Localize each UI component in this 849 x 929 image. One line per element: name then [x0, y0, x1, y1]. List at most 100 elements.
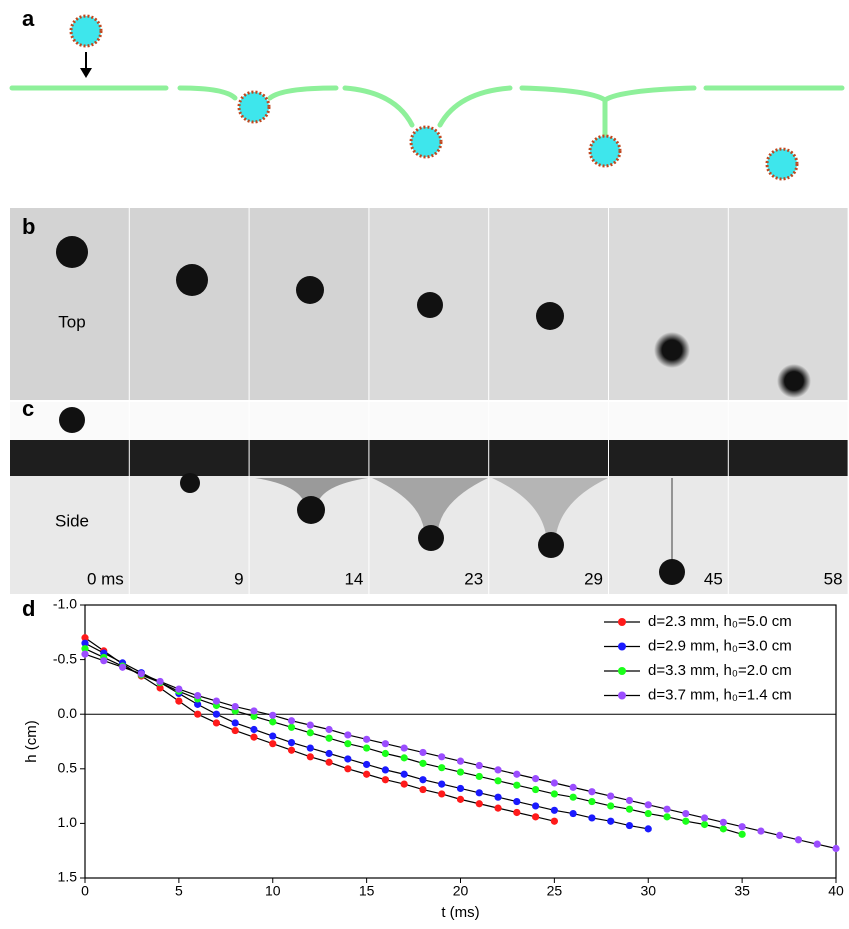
data-point	[344, 731, 352, 739]
frame-side-top	[609, 402, 728, 440]
panel-label: c	[22, 396, 34, 421]
data-point	[156, 677, 164, 686]
data-point	[532, 813, 540, 821]
data-point	[813, 840, 821, 848]
x-tick-label: 20	[453, 883, 469, 899]
arrow-head	[80, 68, 92, 78]
data-point	[757, 827, 765, 835]
data-point	[644, 809, 652, 818]
series-line	[84, 648, 743, 835]
data-point	[550, 790, 558, 798]
data-point	[513, 808, 521, 817]
data-point	[363, 735, 371, 743]
time-label: 58	[824, 569, 843, 588]
frame-top	[249, 208, 369, 400]
data-point	[175, 685, 183, 693]
frame-side-band	[609, 440, 728, 476]
frame-side-band	[369, 440, 489, 476]
data-point	[381, 776, 389, 784]
film	[519, 85, 697, 138]
data-point	[194, 700, 202, 708]
time-label: 23	[464, 569, 483, 588]
data-point	[175, 697, 183, 705]
data-point	[231, 719, 239, 727]
data-point	[419, 785, 427, 794]
data-point	[494, 793, 502, 801]
frame-side-band	[728, 440, 848, 476]
drop-image	[59, 407, 85, 433]
data-point	[156, 684, 164, 692]
data-point	[419, 748, 427, 757]
drop-image	[176, 264, 208, 296]
y-axis-title: h (cm)	[23, 720, 40, 763]
drop	[409, 125, 443, 159]
data-point	[494, 804, 502, 812]
data-point	[550, 806, 558, 814]
frame-side-top	[489, 402, 608, 440]
legend-marker	[618, 667, 626, 675]
data-point	[344, 755, 352, 763]
frame-top	[129, 208, 249, 400]
legend-label: d=2.9 mm, h₀=3.0 cm	[648, 637, 792, 654]
data-point	[682, 817, 690, 825]
panel-label: b	[22, 214, 35, 239]
x-tick-label: 40	[828, 883, 844, 899]
data-point	[550, 817, 558, 825]
y-tick-label: 0.5	[58, 760, 78, 776]
data-point	[700, 814, 709, 822]
data-point	[212, 710, 221, 718]
data-point	[738, 830, 746, 838]
data-point	[438, 753, 446, 761]
drop-image	[654, 332, 690, 368]
film-image	[492, 478, 608, 535]
frame-side-bottom	[129, 476, 249, 594]
data-point	[513, 770, 521, 778]
drop	[69, 14, 103, 48]
view-label: Side	[55, 511, 89, 530]
legend-marker	[618, 642, 626, 651]
schematic	[9, 85, 845, 138]
drop-image	[538, 532, 564, 558]
data-point	[81, 650, 89, 658]
data-point	[438, 780, 446, 788]
frame-side-band	[249, 440, 369, 476]
data-point	[438, 790, 446, 798]
drop	[237, 90, 271, 124]
data-point	[325, 725, 333, 734]
time-label: 45	[704, 569, 723, 588]
x-tick-label: 15	[359, 883, 375, 899]
data-point	[250, 733, 258, 741]
y-tick-label: 1.0	[58, 814, 78, 830]
x-tick-label: 25	[547, 883, 563, 899]
drop-image	[418, 525, 444, 551]
drop	[765, 147, 799, 181]
data-point	[588, 788, 596, 796]
data-point	[700, 820, 709, 829]
data-point	[682, 809, 690, 818]
film-image	[255, 478, 368, 505]
data-point	[137, 670, 145, 678]
data-point	[532, 802, 540, 810]
data-point	[231, 702, 239, 711]
drop-image	[659, 559, 685, 585]
data-point	[306, 721, 314, 729]
film	[177, 85, 339, 101]
data-point	[81, 639, 89, 647]
data-point	[663, 805, 671, 813]
frame-side-band	[10, 440, 129, 476]
data-point	[513, 781, 521, 789]
data-point	[400, 770, 408, 778]
view-label: Top	[58, 312, 85, 331]
data-point	[363, 744, 371, 752]
legend-label: d=3.3 mm, h₀=2.0 cm	[648, 662, 792, 679]
data-point	[81, 645, 89, 653]
x-tick-label: 30	[640, 883, 656, 899]
time-label: 14	[344, 569, 363, 588]
data-point	[625, 805, 634, 813]
data-point	[212, 719, 221, 727]
legend-marker	[618, 691, 626, 700]
data-point	[494, 766, 502, 774]
data-point	[776, 831, 784, 840]
data-point	[269, 718, 277, 726]
